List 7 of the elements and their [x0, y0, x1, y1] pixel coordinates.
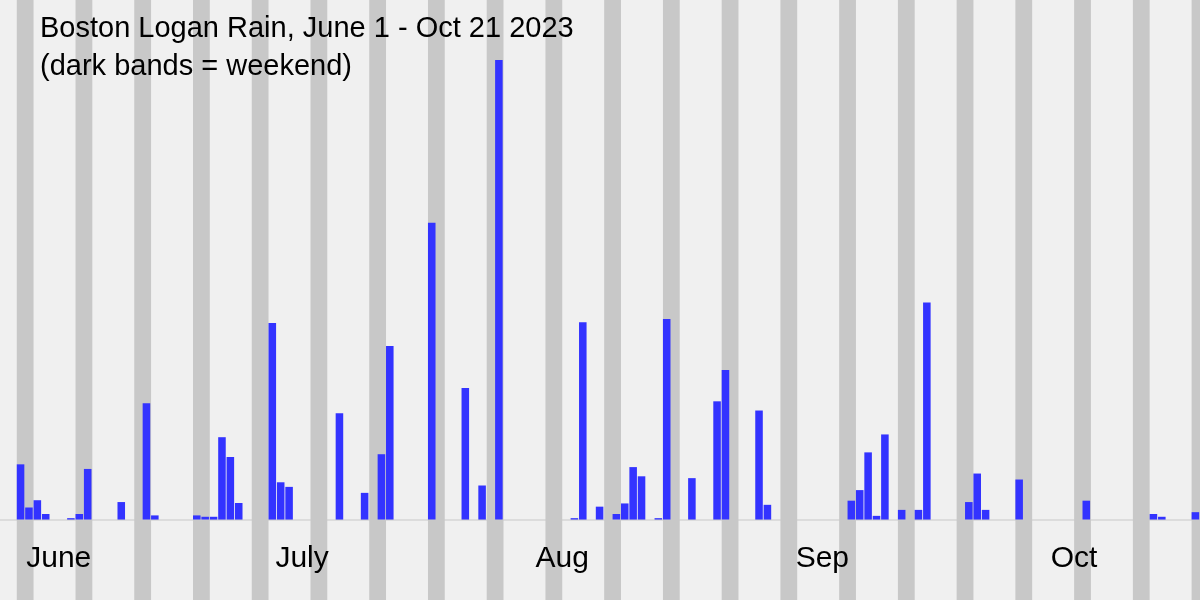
x-tick-label: July: [275, 540, 329, 574]
x-tick-label: June: [26, 540, 92, 574]
x-tick-label: Aug: [535, 540, 589, 574]
x-tick-label: Oct: [1050, 540, 1099, 574]
x-tick-label: Sep: [795, 540, 850, 574]
chart-title: Boston Logan Rain, June 1 - Oct 21 2023: [40, 10, 574, 45]
chart-subtitle: (dark bands = weekend): [40, 48, 353, 83]
